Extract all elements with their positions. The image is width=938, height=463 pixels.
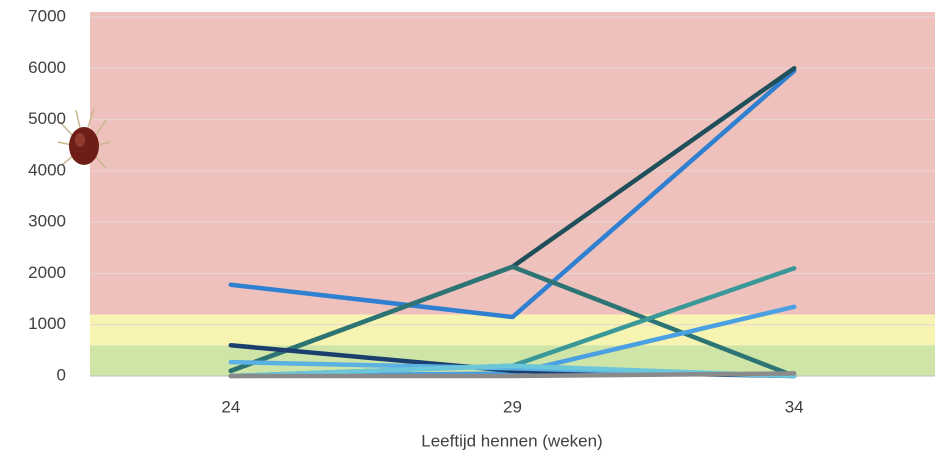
- x-axis-title: Leeftijd hennen (weken): [421, 431, 602, 450]
- series-line: [231, 373, 794, 376]
- y-tick-label: 7000: [28, 6, 66, 25]
- y-tick-label: 2000: [28, 263, 66, 282]
- y-tick-label: 3000: [28, 212, 66, 231]
- x-tick-label: 24: [221, 397, 240, 416]
- x-tick-label: 34: [785, 397, 804, 416]
- plot-area: [90, 12, 935, 376]
- y-tick-label: 1000: [28, 314, 66, 333]
- chart: Leeftijd hennen (weken) 0 1000 2000 3000 400…: [0, 0, 938, 458]
- x-tick-label: 29: [503, 397, 522, 416]
- y-tick-label: 5000: [28, 109, 66, 128]
- y-tick-label: 4000: [28, 160, 66, 179]
- y-tick-label: 6000: [28, 58, 66, 77]
- y-tick-label: 0: [57, 365, 66, 384]
